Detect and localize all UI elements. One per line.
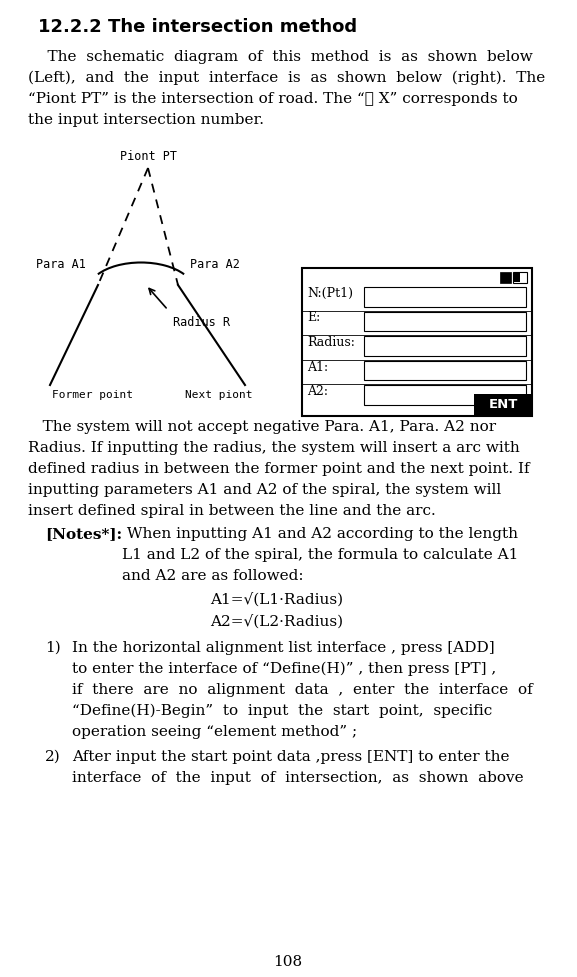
Text: A1=√(L1·Radius): A1=√(L1·Radius) <box>210 592 343 607</box>
Text: When inputting A1 and A2 according to the length: When inputting A1 and A2 according to th… <box>122 527 518 541</box>
Text: Piont PT: Piont PT <box>119 150 177 163</box>
Text: A1:: A1: <box>307 361 328 373</box>
Text: The system will not accept negative Para. A1, Para. A2 nor: The system will not accept negative Para… <box>28 420 496 434</box>
Text: “Define(H)-Begin”  to  input  the  start  point,  specific: “Define(H)-Begin” to input the start poi… <box>72 704 492 718</box>
Text: operation seeing “element method” ;: operation seeing “element method” ; <box>72 725 357 739</box>
Bar <box>364 336 526 356</box>
Bar <box>364 385 526 405</box>
Text: [Notes*]:: [Notes*]: <box>45 527 122 541</box>
Text: Para A2: Para A2 <box>190 259 240 272</box>
Text: defined radius in between the former point and the next point. If: defined radius in between the former poi… <box>28 462 530 476</box>
Text: 12.2.2 The intersection method: 12.2.2 The intersection method <box>38 18 357 36</box>
Text: Next piont: Next piont <box>185 390 253 400</box>
Text: Para A1: Para A1 <box>36 259 86 272</box>
Text: 2): 2) <box>45 750 61 764</box>
Bar <box>513 272 527 283</box>
Bar <box>364 361 526 380</box>
Text: L1 and L2 of the spiral, the formula to calculate A1: L1 and L2 of the spiral, the formula to … <box>122 548 518 562</box>
Bar <box>500 272 511 283</box>
Text: E:: E: <box>307 312 320 324</box>
Text: (Left),  and  the  input  interface  is  as  shown  below  (right).  The: (Left), and the input interface is as sh… <box>28 71 545 85</box>
Text: 108: 108 <box>273 955 302 969</box>
Text: and A2 are as followed:: and A2 are as followed: <box>122 569 304 583</box>
Text: ENT: ENT <box>488 399 518 411</box>
Text: to enter the interface of “Define(H)” , then press [PT] ,: to enter the interface of “Define(H)” , … <box>72 662 496 676</box>
Text: A2:: A2: <box>307 385 328 399</box>
Text: the input intersection number.: the input intersection number. <box>28 113 264 127</box>
Text: Radius R: Radius R <box>173 316 230 329</box>
Text: interface  of  the  input  of  intersection,  as  shown  above: interface of the input of intersection, … <box>72 771 523 785</box>
Text: Radius:: Radius: <box>307 336 355 349</box>
Bar <box>474 394 532 416</box>
Text: Former point: Former point <box>52 390 133 400</box>
Text: After input the start point data ,press [ENT] to enter the: After input the start point data ,press … <box>72 750 509 764</box>
Bar <box>514 273 520 282</box>
Text: In the horizontal alignment list interface , press [ADD]: In the horizontal alignment list interfa… <box>72 641 494 655</box>
Text: inputting parameters A1 and A2 of the spiral, the system will: inputting parameters A1 and A2 of the sp… <box>28 483 501 497</box>
Text: insert defined spiral in between the line and the arc.: insert defined spiral in between the lin… <box>28 504 436 518</box>
Bar <box>364 312 526 331</box>
Text: 1): 1) <box>45 641 61 655</box>
Text: “Piont PT” is the intersection of road. The “点 X” corresponds to: “Piont PT” is the intersection of road. … <box>28 92 518 106</box>
Text: if  there  are  no  alignment  data  ,  enter  the  interface  of: if there are no alignment data , enter t… <box>72 683 533 697</box>
Text: N:(Pt1): N:(Pt1) <box>307 287 353 300</box>
Text: The  schematic  diagram  of  this  method  is  as  shown  below: The schematic diagram of this method is … <box>28 50 533 64</box>
Bar <box>302 268 532 416</box>
Bar <box>364 287 526 307</box>
Text: A2=√(L2·Radius): A2=√(L2·Radius) <box>210 614 343 628</box>
Text: Radius. If inputting the radius, the system will insert a arc with: Radius. If inputting the radius, the sys… <box>28 441 520 455</box>
